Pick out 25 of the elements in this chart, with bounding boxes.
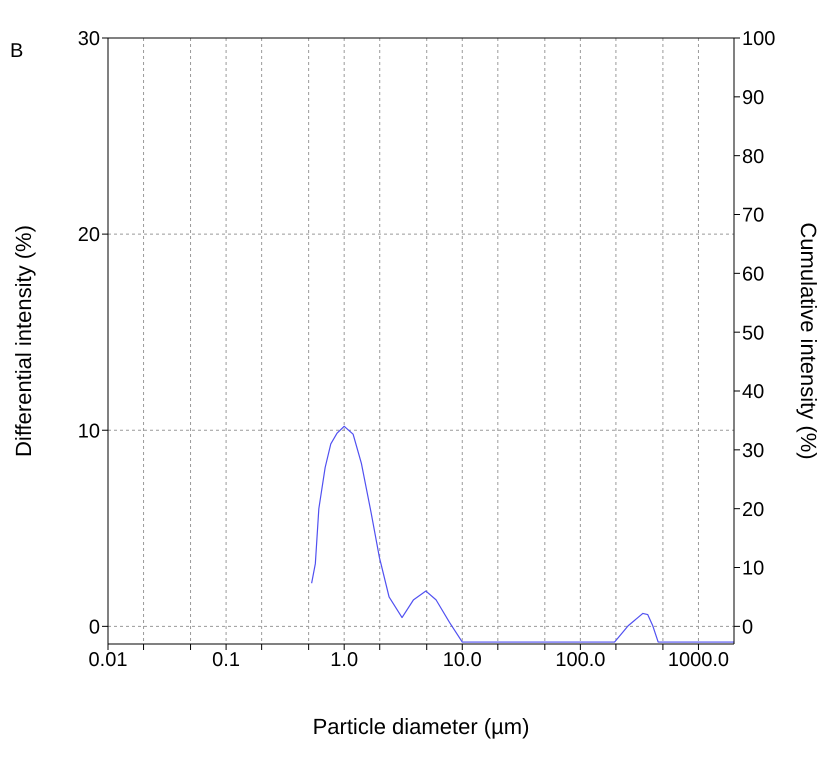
y2-tick-label: 70	[742, 204, 764, 227]
y2-tick-label: 40	[742, 381, 764, 404]
y2-tick-label: 100	[742, 28, 776, 50]
x-axis-title: Particle diameter (µm)	[312, 714, 530, 739]
x-tick-label: 0.1	[212, 649, 240, 672]
y2-tick-label: 0	[742, 616, 754, 638]
chart-title: B	[10, 40, 24, 63]
x-tick-label: 0.01	[88, 649, 128, 672]
x-tick-label: 100.0	[555, 649, 606, 672]
y2-tick-label: 20	[742, 498, 764, 521]
y2-tick-label: 50	[742, 322, 764, 344]
y2-tick-label: 10	[742, 558, 764, 580]
y2-axis-title: Cumulative intensity (%)	[796, 222, 822, 460]
y2-tick-label: 30	[742, 440, 764, 462]
x-tick-label: 10.0	[442, 649, 482, 672]
y-tick-label: 30	[78, 28, 100, 50]
y2-tick-label: 60	[742, 263, 764, 286]
y2-tick-label: 80	[742, 146, 764, 168]
y2-tick-label: 90	[742, 86, 764, 109]
x-tick-label: 1000.0	[668, 649, 730, 672]
y-tick-label: 10	[78, 420, 100, 442]
y-tick-label: 20	[78, 224, 100, 246]
y-axis-title: Differential intensity (%)	[10, 225, 36, 457]
x-tick-label: 1.0	[330, 649, 358, 672]
y-tick-label: 0	[88, 616, 100, 638]
